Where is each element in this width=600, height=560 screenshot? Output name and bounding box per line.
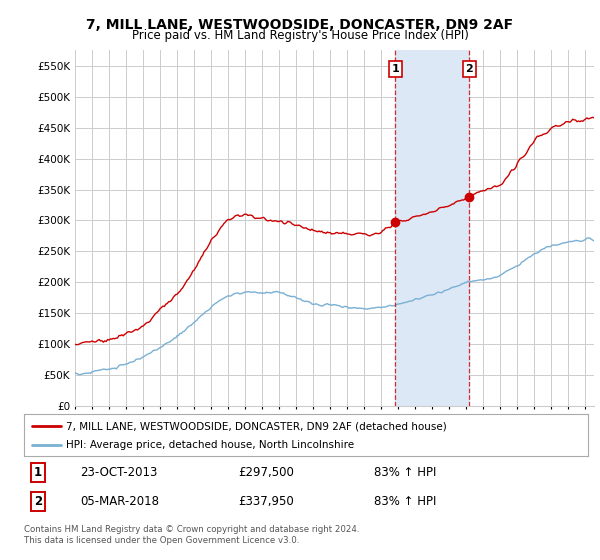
- Text: 7, MILL LANE, WESTWOODSIDE, DONCASTER, DN9 2AF (detached house): 7, MILL LANE, WESTWOODSIDE, DONCASTER, D…: [66, 421, 447, 431]
- Text: HPI: Average price, detached house, North Lincolnshire: HPI: Average price, detached house, Nort…: [66, 440, 355, 450]
- Text: 2: 2: [466, 64, 473, 74]
- Text: Price paid vs. HM Land Registry's House Price Index (HPI): Price paid vs. HM Land Registry's House …: [131, 29, 469, 42]
- Text: 05-MAR-2018: 05-MAR-2018: [80, 495, 160, 508]
- Text: 1: 1: [34, 466, 42, 479]
- Bar: [395, 50, 469, 406]
- Text: £297,500: £297,500: [238, 466, 294, 479]
- Text: 1: 1: [392, 64, 399, 74]
- Text: 23-OCT-2013: 23-OCT-2013: [80, 466, 158, 479]
- Text: Contains HM Land Registry data © Crown copyright and database right 2024.
This d: Contains HM Land Registry data © Crown c…: [24, 525, 359, 545]
- Text: 7, MILL LANE, WESTWOODSIDE, DONCASTER, DN9 2AF: 7, MILL LANE, WESTWOODSIDE, DONCASTER, D…: [86, 18, 514, 32]
- Text: 83% ↑ HPI: 83% ↑ HPI: [374, 466, 436, 479]
- Text: £337,950: £337,950: [238, 495, 294, 508]
- Text: 83% ↑ HPI: 83% ↑ HPI: [374, 495, 436, 508]
- Text: 2: 2: [34, 495, 42, 508]
